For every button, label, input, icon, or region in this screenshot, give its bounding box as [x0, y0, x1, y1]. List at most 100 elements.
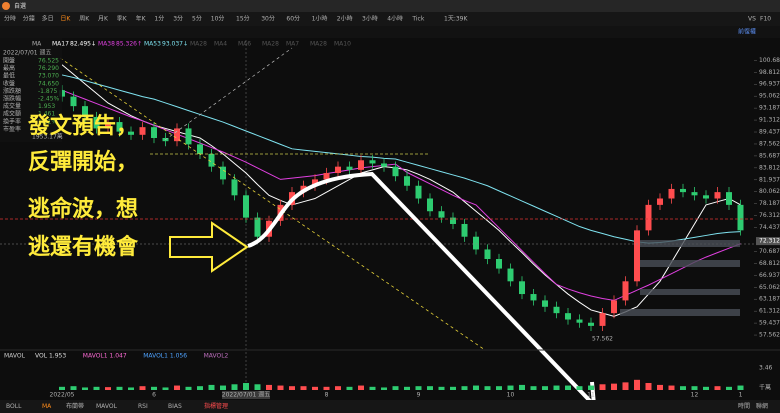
x-tick-label: 10 [507, 392, 515, 399]
period-tab[interactable]: 3小時 [362, 15, 378, 23]
volume-bar [93, 386, 100, 390]
period-tab[interactable]: 1分 [154, 15, 164, 23]
volume-legend: VOL 1.953 [35, 353, 66, 360]
title-bar [0, 0, 780, 12]
volume-bar [668, 385, 675, 390]
period-tab[interactable]: 5分 [192, 15, 202, 23]
candle-body [484, 249, 491, 260]
volume-bar [484, 386, 491, 390]
y-tick-label: 91.312 [759, 117, 780, 124]
ma-legend-name: MA53 [144, 41, 161, 48]
volume-bar [622, 382, 629, 390]
candle-body [461, 223, 468, 237]
period-tab[interactable]: 日K [60, 16, 71, 23]
period-tab[interactable]: 1天:39K [444, 16, 468, 23]
candle-body [197, 144, 203, 154]
info-date: 2022/07/01 週五 [3, 49, 52, 57]
indicator-tab[interactable]: BIAS [168, 403, 182, 410]
volume-bar [208, 384, 215, 390]
candle-body [220, 166, 226, 180]
candle-body [576, 319, 583, 323]
ma-legend-inactive: MA10 [334, 41, 351, 48]
zone [620, 309, 740, 316]
volume-bar [576, 386, 583, 390]
indicator-tab[interactable]: BOLL [6, 403, 22, 410]
candle-body [139, 127, 146, 135]
y-tick-label: 70.687 [759, 248, 780, 255]
volume-bar [461, 386, 468, 390]
volume-bar [634, 379, 640, 390]
period-tab[interactable]: 3分 [173, 15, 183, 23]
candle-body [542, 300, 548, 307]
tool-button[interactable]: F10 [760, 16, 771, 23]
candle-body [346, 166, 353, 170]
period-tab[interactable]: 30分 [261, 15, 275, 23]
x-tick-label: 9 [417, 392, 421, 399]
candle-body [427, 198, 433, 212]
ma-legend-inactive: MA28 [190, 41, 207, 48]
volume-bar [473, 385, 479, 390]
period-tab[interactable]: Tick [411, 16, 424, 23]
y-tick-label: 81.937 [759, 176, 780, 183]
candle-body [438, 211, 445, 218]
volume-bar [588, 385, 594, 390]
candle-body [599, 313, 606, 326]
period-tab[interactable]: 1小時 [312, 15, 328, 23]
indicator-tab[interactable]: MAVOL [96, 403, 118, 410]
info-extra: 1953.17萬 [32, 133, 63, 141]
volume-bar [542, 386, 548, 390]
volume-bar [553, 385, 560, 390]
candle-body [737, 204, 744, 231]
volume-bar [277, 385, 284, 390]
period-tab[interactable]: 分鐘 [23, 15, 35, 23]
app-icon [2, 2, 10, 10]
volume-legend: MAVOL [4, 353, 26, 360]
tool-button[interactable]: VS [748, 16, 756, 23]
candle-body [657, 198, 663, 205]
info-value: -2.45% [38, 96, 60, 103]
period-tab[interactable]: 60分 [286, 15, 300, 23]
zone [640, 240, 740, 247]
period-tab[interactable]: 多日 [42, 15, 54, 23]
y-tick-label: 68.812 [759, 260, 780, 267]
y-tick-label: 65.062 [759, 284, 780, 291]
candle-body [404, 176, 410, 186]
low-label: 57.562 [592, 336, 613, 343]
volume-bar [737, 385, 744, 390]
status-item: 聯網 [756, 402, 768, 410]
indicator-tab[interactable]: MA [42, 403, 52, 410]
last-price-box [756, 237, 780, 246]
indicator-tab[interactable]: RSI [138, 403, 148, 410]
indicator-tab[interactable]: 布蘭蒂 [66, 402, 84, 410]
candle-body [565, 313, 571, 320]
period-tab[interactable]: 10分 [211, 15, 225, 23]
volume-bar [680, 386, 686, 390]
volume-tick-label: 3.46 [759, 365, 773, 372]
ma-line [61, 74, 741, 244]
candle-body [611, 300, 617, 314]
period-tab[interactable]: 2小時 [337, 15, 353, 23]
period-tab[interactable]: 季K [117, 15, 128, 23]
period-tab[interactable]: 月K [98, 16, 109, 23]
info-label: 收盤 [3, 79, 15, 87]
indicator-tab[interactable]: 指標管理 [204, 402, 228, 410]
info-value: 73.070 [38, 73, 59, 80]
period-tab[interactable]: 4小時 [387, 15, 403, 23]
period-tab[interactable]: 15分 [236, 15, 250, 23]
bottom-bar [0, 400, 780, 413]
info-panel [0, 38, 62, 142]
candle-body [70, 96, 77, 107]
volume-bar [438, 386, 445, 390]
info-label: 成交額 [3, 110, 21, 118]
volume-bar [381, 387, 387, 390]
adjust-mode[interactable]: 前復權 [738, 28, 756, 36]
y-tick-label: 57.562 [759, 332, 780, 339]
info-value: 76.525 [38, 58, 59, 65]
candle-body [691, 192, 698, 196]
period-tab[interactable]: 分時 [4, 15, 16, 23]
period-tab[interactable]: 周K [79, 16, 90, 23]
candle-body [243, 195, 249, 218]
ma-legend-inactive: MA4 [214, 41, 227, 48]
annotation-line: 發文預告， [27, 113, 138, 139]
period-tab[interactable]: 年K [136, 15, 147, 23]
